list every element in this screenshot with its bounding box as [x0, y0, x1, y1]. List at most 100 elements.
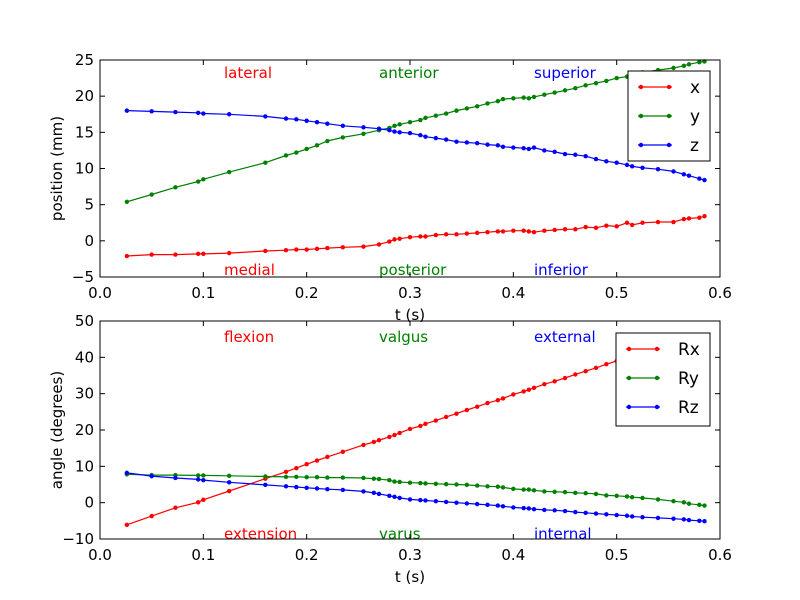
data-point-Rz — [340, 487, 346, 493]
data-point-Ry — [361, 475, 366, 481]
data-point-Rz — [376, 491, 382, 497]
y-axis-label: angle (degrees) — [48, 371, 66, 489]
data-point-Ry — [371, 476, 377, 481]
data-point-y — [552, 90, 557, 95]
data-point-x — [655, 219, 661, 225]
data-point-y — [671, 65, 676, 71]
legend-label-z: z — [690, 136, 699, 156]
data-point-z — [387, 127, 392, 133]
data-point-Rz — [686, 517, 692, 523]
legend-marker-y — [638, 113, 644, 119]
data-point-Rx — [464, 407, 470, 413]
data-point-Ry — [573, 490, 578, 496]
data-point-x — [149, 252, 154, 257]
legend: xyz — [627, 70, 711, 162]
data-point-Rx — [495, 398, 501, 403]
data-point-Rz — [604, 512, 609, 517]
data-point-z — [149, 109, 154, 114]
data-point-Ry — [552, 489, 557, 494]
data-point-Rx — [562, 375, 568, 381]
data-point-z — [418, 133, 423, 138]
data-point-Rz — [542, 507, 547, 513]
annotation-anterior: anterior — [379, 64, 439, 82]
y-tick-label: 20 — [75, 87, 94, 105]
data-point-Ry — [340, 475, 346, 480]
data-point-Rx — [314, 458, 320, 463]
data-point-Ry — [686, 501, 692, 506]
data-point-z — [562, 151, 568, 157]
data-point-Rx — [124, 522, 130, 528]
data-point-y — [392, 123, 397, 129]
data-point-y — [304, 146, 309, 152]
data-point-Ry — [397, 479, 402, 485]
data-point-z — [433, 135, 439, 141]
data-point-x — [124, 253, 130, 259]
data-point-z — [361, 125, 366, 130]
data-point-Rx — [201, 497, 206, 502]
data-point-Rz — [655, 515, 661, 521]
legend: Rx Ry Rz — [615, 332, 711, 427]
data-point-z — [604, 159, 609, 164]
data-point-z — [542, 148, 547, 153]
data-point-y — [340, 135, 346, 140]
data-point-x — [500, 229, 506, 234]
data-point-Ry — [702, 503, 707, 508]
data-point-y — [474, 104, 480, 109]
x-tick-label: 0.5 — [605, 284, 629, 302]
data-point-x — [697, 215, 702, 220]
x-tick-label: 0.5 — [605, 546, 629, 564]
legend-marker-Rx — [654, 346, 660, 352]
x-tick-label: 0.1 — [191, 546, 215, 564]
data-point-Ry — [376, 476, 382, 482]
y-tick-label: 5 — [84, 196, 94, 214]
data-point-y — [294, 150, 299, 155]
data-point-Rz — [474, 501, 480, 507]
x-tick-label: 0.0 — [88, 546, 112, 564]
legend-marker-z — [638, 142, 644, 148]
data-point-z — [124, 108, 130, 113]
data-point-Ry — [407, 480, 413, 485]
data-point-y — [697, 59, 702, 65]
data-point-y — [407, 120, 413, 125]
y-tick-label: 50 — [75, 312, 94, 330]
data-point-Rz — [294, 484, 299, 490]
data-point-Ry — [454, 482, 459, 487]
data-point-Rz — [443, 499, 449, 505]
data-point-Rz — [226, 480, 232, 485]
data-point-Rx — [294, 465, 299, 471]
data-point-y — [614, 75, 619, 81]
data-point-Rz — [418, 497, 423, 503]
x-tick-label: 0.2 — [295, 284, 319, 302]
data-point-Rz — [485, 502, 490, 508]
data-point-z — [614, 160, 619, 165]
data-point-Rz — [495, 503, 501, 508]
data-point-Rz — [263, 482, 268, 488]
y-tick-label: 30 — [75, 385, 94, 403]
data-point-z — [397, 130, 402, 135]
data-point-x — [392, 237, 397, 242]
data-point-x — [361, 244, 366, 249]
legend-marker-z — [666, 142, 672, 148]
data-point-Rx — [500, 396, 506, 401]
data-point-Ry — [697, 502, 702, 508]
data-point-z — [495, 143, 501, 148]
data-point-Ry — [511, 486, 516, 492]
legend-marker-Rz — [654, 404, 660, 410]
data-point-y — [526, 96, 532, 101]
data-point-Rz — [314, 486, 320, 491]
data-point-x — [397, 236, 402, 241]
x-tick-label: 0.3 — [398, 284, 422, 302]
data-point-Rz — [531, 507, 537, 512]
data-point-Ry — [495, 484, 501, 489]
data-point-Rz — [173, 475, 178, 481]
data-point-Rx — [443, 414, 449, 420]
data-point-x — [681, 216, 687, 222]
data-point-Ry — [562, 489, 568, 495]
data-point-y — [573, 86, 578, 91]
data-point-y — [314, 143, 320, 148]
data-point-x — [495, 229, 501, 234]
data-point-z — [294, 117, 299, 122]
data-point-z — [573, 152, 578, 157]
data-point-y — [423, 115, 428, 121]
data-point-Rx — [149, 513, 154, 519]
